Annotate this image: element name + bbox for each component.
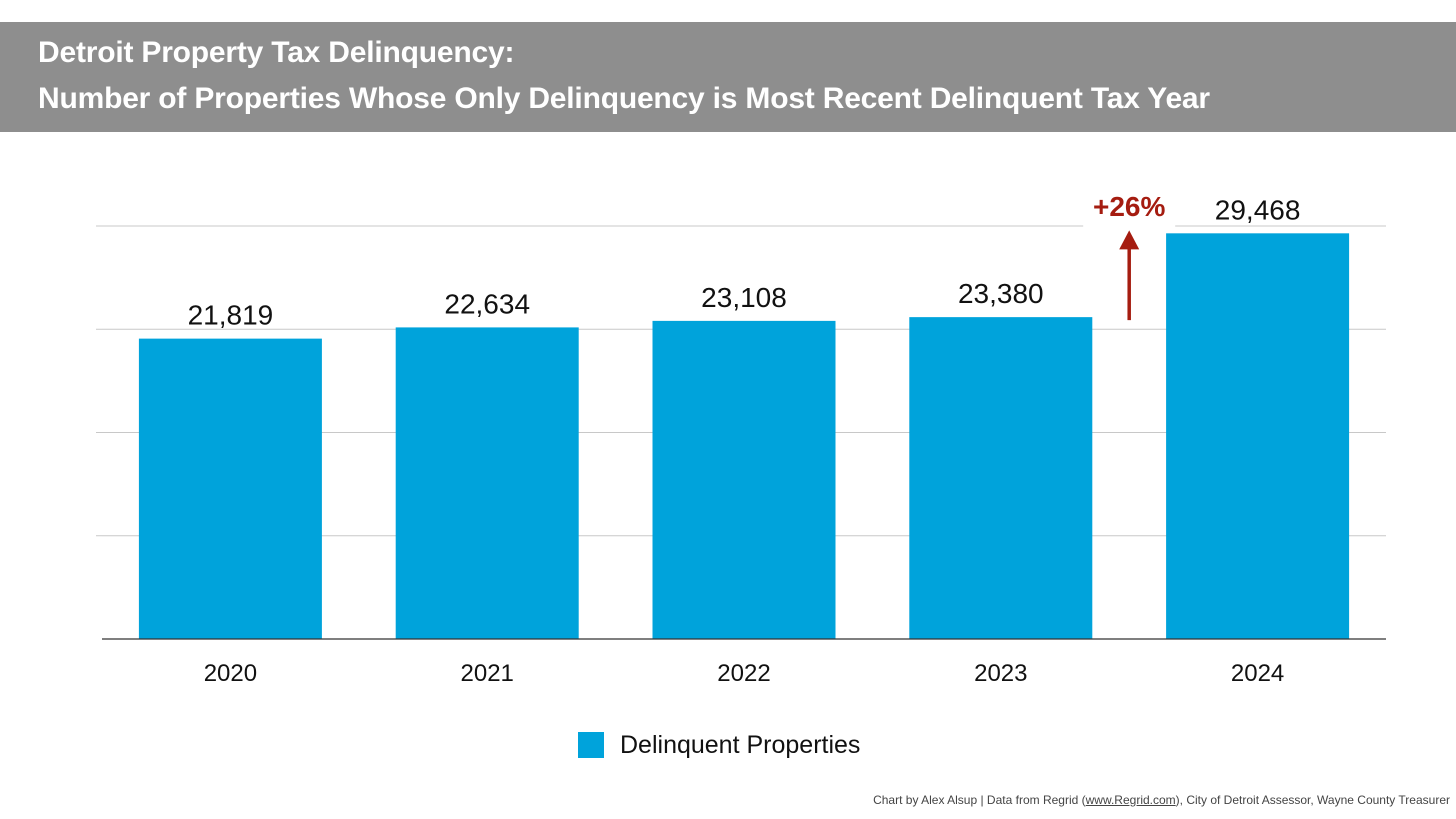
bar-2022 [652,320,836,639]
footer-link[interactable]: www.Regrid.com [1085,793,1176,807]
data-label-2021: 22,634 [444,288,530,319]
data-label-2024: 29,468 [1215,194,1301,225]
growth-arrow-head [1119,230,1140,250]
bar-2020 [138,338,322,639]
data-label-2020: 21,819 [188,300,274,331]
bar-2021 [395,327,579,639]
data-label-2022: 23,108 [701,282,787,313]
legend-label: Delinquent Properties [620,730,861,759]
data-label-2023: 23,380 [958,278,1044,309]
growth-annotation-label: +26% [1093,191,1165,222]
x-tick-label-2021: 2021 [461,660,514,687]
bar-2024 [1166,233,1350,640]
footer-suffix: ), City of Detroit Assessor, Wayne Count… [1175,793,1450,807]
annotation-background [1083,184,1176,228]
legend-swatch [578,732,604,758]
title-banner: Detroit Property Tax Delinquency: Number… [0,22,1456,132]
x-tick-label-2023: 2023 [974,660,1027,687]
chart-title-line-2: Number of Properties Whose Only Delinque… [38,82,1210,115]
x-tick-label-2024: 2024 [1231,660,1284,687]
footer-credit: Chart by Alex Alsup | Data from Regrid (… [873,793,1450,807]
x-tick-label-2020: 2020 [204,660,257,687]
bar-2023 [909,317,1093,639]
x-tick-label-2022: 2022 [717,660,770,687]
footer-prefix: Chart by Alex Alsup | Data from Regrid ( [873,793,1086,807]
legend: Delinquent Properties [578,730,860,760]
chart-title-line-1: Detroit Property Tax Delinquency: [38,36,515,69]
